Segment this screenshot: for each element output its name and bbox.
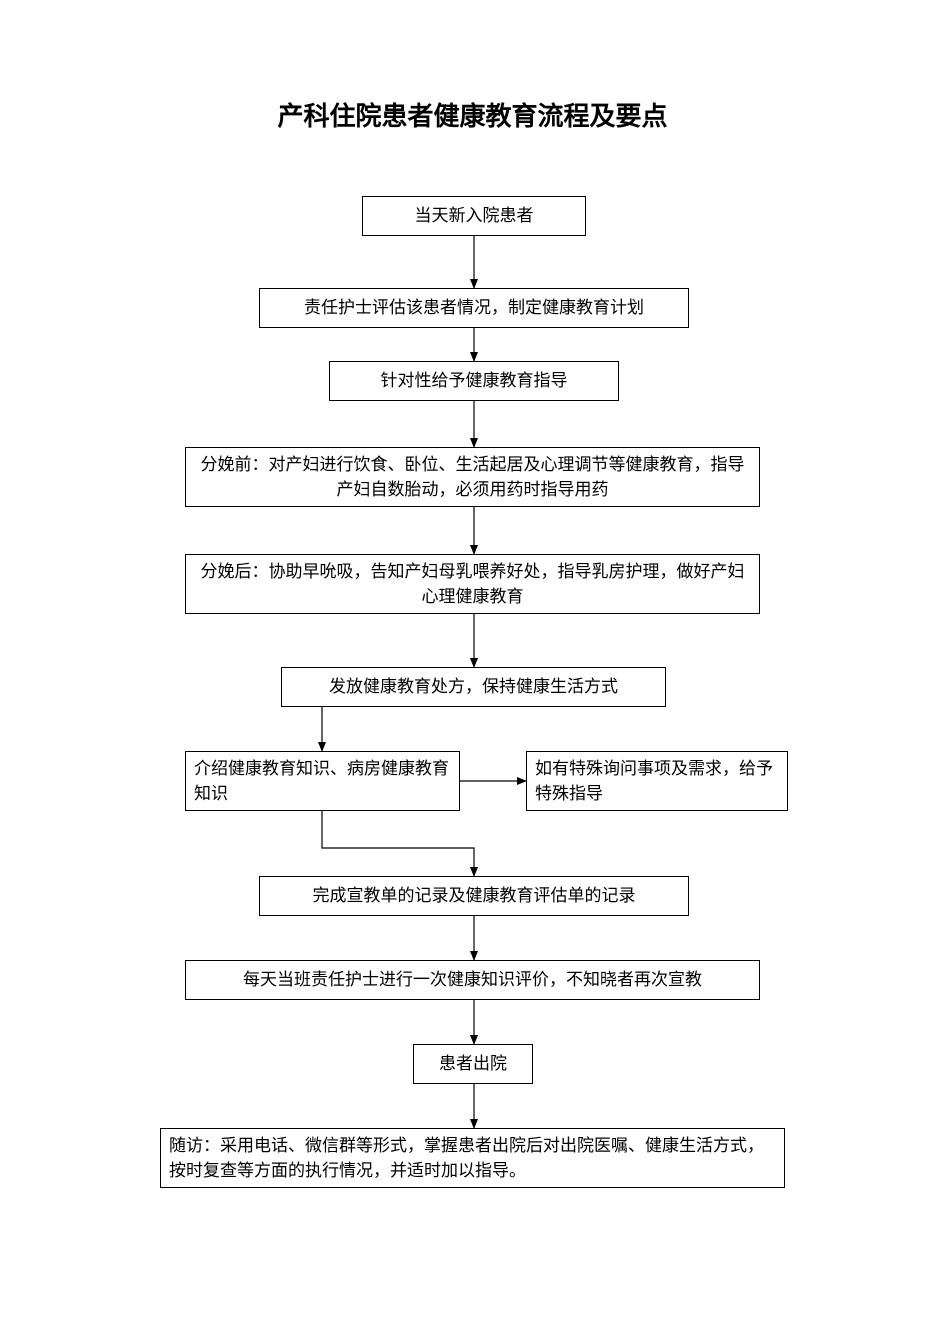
flowchart-node-n7: 介绍健康教育知识、病房健康教育知识 (185, 751, 460, 811)
flowchart-node-n8: 如有特殊询问事项及需求，给予特殊指导 (526, 751, 788, 811)
flowchart-node-n10: 每天当班责任护士进行一次健康知识评价，不知晓者再次宣教 (185, 960, 760, 1000)
flowchart-node-n3: 针对性给予健康教育指导 (329, 361, 619, 401)
flowchart-node-n4: 分娩前：对产妇进行饮食、卧位、生活起居及心理调节等健康教育，指导产妇自数胎动，必… (185, 447, 760, 507)
flowchart-node-n5: 分娩后：协助早吮吸，告知产妇母乳喂养好处，指导乳房护理，做好产妇心理健康教育 (185, 554, 760, 614)
page-title: 产科住院患者健康教育流程及要点 (0, 96, 945, 133)
flowchart-node-n11: 患者出院 (413, 1044, 533, 1084)
flowchart-node-n9: 完成宣教单的记录及健康教育评估单的记录 (259, 876, 689, 916)
flowchart-node-n12: 随访：采用电话、微信群等形式，掌握患者出院后对出院医嘱、健康生活方式，按时复查等… (160, 1128, 785, 1188)
flowchart-node-n2: 责任护士评估该患者情况，制定健康教育计划 (259, 288, 689, 328)
flowchart-node-n6: 发放健康教育处方，保持健康生活方式 (281, 667, 666, 707)
flowchart-node-n1: 当天新入院患者 (362, 196, 586, 236)
page-container: 产科住院患者健康教育流程及要点 当天新入院患者责任护士评估该患者情况，制定健康教… (0, 0, 945, 1337)
